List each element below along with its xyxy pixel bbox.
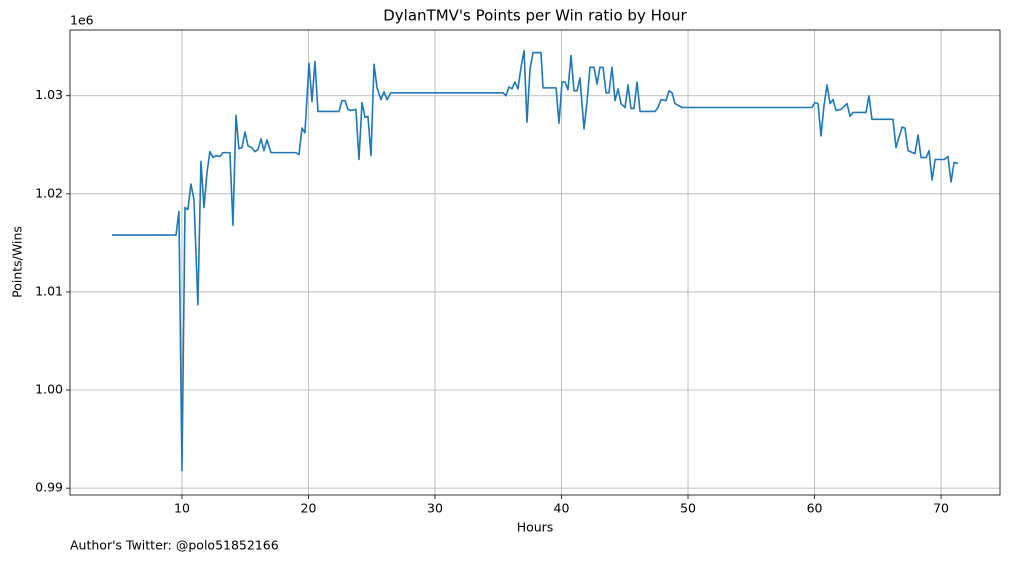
y-tick-label: 1.00 [35, 382, 63, 397]
y-offset-label: 1e6 [70, 13, 94, 28]
x-axis-label: Hours [517, 520, 554, 535]
chart-title: DylanTMV's Points per Win ratio by Hour [383, 7, 687, 25]
y-tick-label: 1.01 [35, 283, 63, 298]
x-tick-label: 30 [427, 501, 443, 516]
plot: 10 20 30 40 50 60 70 0.99 1.00 1.01 1.02 1.03 [35, 30, 1000, 516]
footer: Author's Twitter: @polo51852166 [70, 538, 279, 553]
x-tick-label: 60 [807, 501, 823, 516]
x-tick-label: 10 [174, 501, 190, 516]
data-line [112, 49, 959, 472]
x-tick-label: 50 [680, 501, 696, 516]
plot-frame [69, 29, 1001, 496]
y-tick-label: 0.99 [35, 480, 63, 495]
x-tick-label: 40 [554, 501, 570, 516]
y-tick-label: 1.03 [35, 87, 63, 102]
y-tick-label: 1.02 [35, 185, 63, 200]
y-axis-label: Points/Wins [10, 226, 25, 298]
x-tick-label: 70 [933, 501, 949, 516]
x-tick-label: 20 [301, 501, 317, 516]
